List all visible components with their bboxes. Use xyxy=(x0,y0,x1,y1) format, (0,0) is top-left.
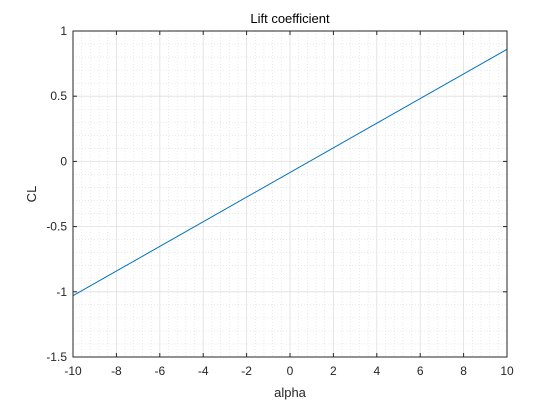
y-tick-labels: -1.5 -1 -0.5 0 0.5 1 xyxy=(46,24,67,364)
series-layer xyxy=(72,48,508,297)
x-tick-label: -2 xyxy=(241,364,252,378)
x-tick-label: 6 xyxy=(417,364,424,378)
x-tick-label: 8 xyxy=(460,364,467,378)
y-axis-label: CL xyxy=(24,186,39,203)
x-tick-label: 2 xyxy=(330,364,337,378)
x-tick-label: -4 xyxy=(198,364,209,378)
x-tick-label: 10 xyxy=(500,364,514,378)
y-tick-label: 0 xyxy=(60,154,67,168)
x-tick-labels: -10 -8 -6 -4 -2 0 2 4 6 8 10 xyxy=(64,364,514,378)
y-tick-label: -1 xyxy=(56,285,67,299)
series-line xyxy=(72,48,508,297)
x-tick-label: 4 xyxy=(373,364,380,378)
y-tick-label: 0.5 xyxy=(50,89,67,103)
x-tick-label: -6 xyxy=(154,364,165,378)
x-tick-label: -10 xyxy=(64,364,82,378)
y-tick-label: -1.5 xyxy=(46,350,67,364)
y-tick-label: 1 xyxy=(60,24,67,38)
tick-marks xyxy=(72,30,508,358)
x-tick-label: 0 xyxy=(287,364,294,378)
x-axis-label: alpha xyxy=(274,385,307,400)
y-tick-label: -0.5 xyxy=(46,220,67,234)
x-tick-label: -8 xyxy=(111,364,122,378)
chart-title: Lift coefficient xyxy=(250,11,330,26)
